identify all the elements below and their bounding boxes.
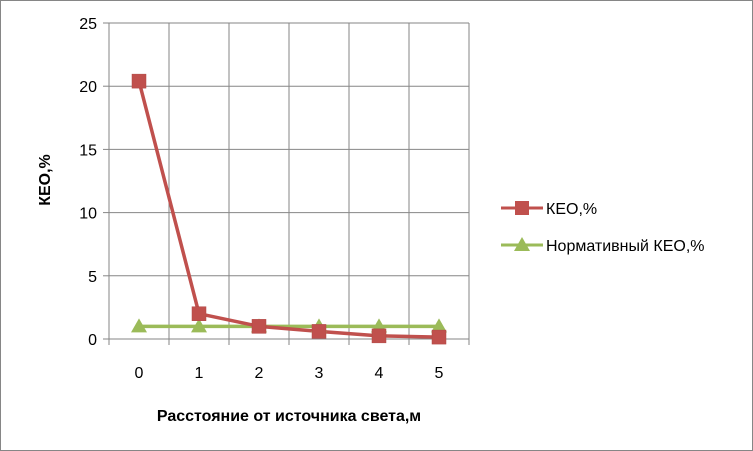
data-point-square: [311, 324, 327, 339]
x-tick-labels: 0 1 2 3 4 5: [135, 365, 444, 382]
data-point-square: [191, 306, 207, 321]
axes: [103, 22, 470, 345]
x-tick-label: 5: [435, 365, 444, 382]
legend-item-keo: КЕО,%: [501, 201, 597, 218]
x-tick-label: 0: [135, 365, 144, 382]
data-point-square: [431, 329, 447, 345]
series-lines: [137, 80, 440, 339]
data-point-triangle: [191, 318, 207, 333]
legend-triangle-marker: [514, 237, 530, 251]
x-axis-title: Расстояние от источника света,м: [157, 408, 421, 425]
x-tick-label: 1: [195, 365, 204, 382]
y-tick-label: 0: [88, 332, 97, 349]
y-tick-label: 20: [79, 79, 97, 96]
legend-item-normative-keo: Нормативный КЕО,%: [501, 237, 705, 255]
legend: КЕО,% Нормативный КЕО,%: [501, 201, 705, 255]
legend-square-marker: [515, 201, 529, 215]
y-axis-title: КЕО,%: [37, 154, 54, 206]
data-point-square: [131, 73, 147, 89]
x-tick-label: 2: [255, 365, 264, 382]
x-tick-label: 4: [375, 365, 384, 382]
data-point-square: [251, 319, 267, 334]
series-line: [137, 80, 440, 339]
legend-label-normative-keo: Нормативный КЕО,%: [546, 238, 705, 255]
data-point-triangle: [131, 318, 147, 333]
y-tick-labels: 0 5 10 15 20 25: [79, 16, 97, 349]
y-tick-label: 15: [79, 142, 97, 159]
x-tick-label: 3: [315, 365, 324, 382]
y-tick-label: 25: [79, 16, 97, 33]
legend-label-keo: КЕО,%: [546, 201, 597, 218]
y-tick-label: 10: [79, 206, 97, 223]
y-tick-label: 5: [88, 269, 97, 286]
gridlines: [109, 22, 470, 339]
data-point-triangle: [431, 318, 447, 333]
data-point-square: [371, 328, 387, 344]
series-markers: [131, 73, 447, 345]
